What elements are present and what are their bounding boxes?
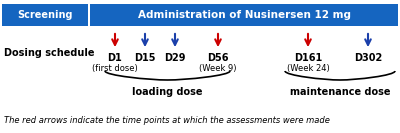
Text: D15: D15 (134, 53, 156, 63)
Text: D56: D56 (207, 53, 229, 63)
Text: Screening: Screening (17, 10, 73, 20)
Text: D1: D1 (108, 53, 122, 63)
Text: maintenance dose: maintenance dose (290, 87, 390, 97)
Bar (90, 4, 398, 26)
Text: Dosing schedule: Dosing schedule (4, 48, 94, 58)
Bar (2, 4, 88, 26)
Text: D302: D302 (354, 53, 382, 63)
Text: (Week 9): (Week 9) (199, 64, 237, 73)
Text: (first dose): (first dose) (92, 64, 138, 73)
Text: The red arrows indicate the time points at which the assessments were made: The red arrows indicate the time points … (4, 116, 330, 125)
Text: loading dose: loading dose (132, 87, 203, 97)
Text: D29: D29 (164, 53, 186, 63)
Text: (Week 24): (Week 24) (287, 64, 329, 73)
Text: Administration of Nusinersen 12 mg: Administration of Nusinersen 12 mg (138, 10, 350, 20)
Text: D161: D161 (294, 53, 322, 63)
